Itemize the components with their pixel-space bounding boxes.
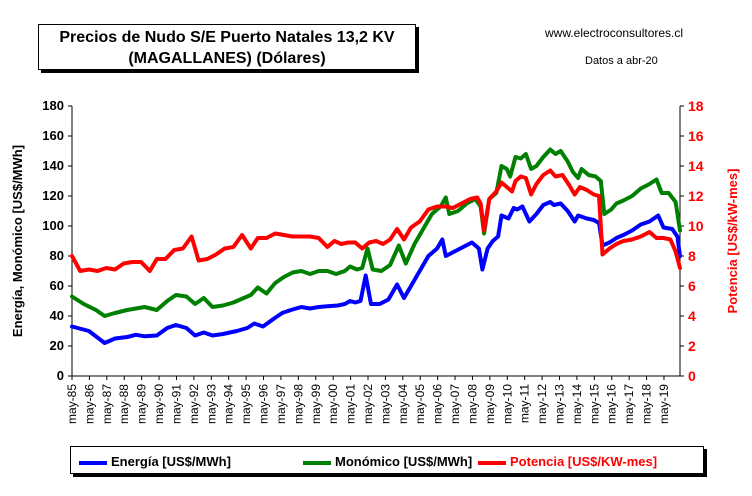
y-right-tick-label: 18 bbox=[688, 98, 704, 114]
x-tick-label: may-88 bbox=[117, 384, 131, 424]
legend-swatch-energia bbox=[79, 461, 107, 465]
y-left-tick-label: 100 bbox=[42, 218, 64, 233]
x-tick-label: may-89 bbox=[135, 384, 149, 424]
x-tick-label: may-15 bbox=[587, 384, 601, 424]
y-right-tick-label: 10 bbox=[688, 218, 704, 234]
series-line-potencia bbox=[70, 168, 682, 273]
legend-label-potencia: Potencia [US$/KW-mes] bbox=[510, 454, 658, 469]
legend-swatch-potencia bbox=[478, 461, 506, 465]
x-tick-label: may-92 bbox=[187, 384, 201, 424]
legend-label-energia: Energía [US$/MWh] bbox=[111, 454, 231, 469]
x-tick-label: may-05 bbox=[413, 384, 427, 424]
x-tick-label: may-17 bbox=[622, 384, 636, 424]
chart-title-box: Precios de Nudo S/E Puerto Natales 13,2 … bbox=[38, 24, 416, 70]
x-tick-label: may-95 bbox=[239, 384, 253, 424]
x-tick-label: may-18 bbox=[640, 384, 654, 424]
y-left-tick-label: 60 bbox=[50, 278, 64, 293]
series-line-monomico bbox=[70, 147, 682, 318]
x-tick-label: may-06 bbox=[431, 384, 445, 424]
x-tick-label: may-02 bbox=[361, 384, 375, 424]
chart-title-line2: (MAGALLANES) (Dólares) bbox=[128, 50, 326, 67]
y-axis-left-title: Energía, Monómico [US$/MWh] bbox=[10, 145, 25, 337]
y-right-tick-label: 0 bbox=[688, 368, 696, 384]
x-tick-label: may-11 bbox=[518, 384, 532, 423]
y-left-tick-label: 20 bbox=[50, 338, 64, 353]
y-right-tick-label: 14 bbox=[688, 158, 704, 174]
x-tick-label: may-03 bbox=[378, 384, 392, 424]
x-tick-label: may-98 bbox=[291, 384, 305, 424]
y-right-tick-label: 6 bbox=[688, 278, 696, 294]
x-tick-label: may-13 bbox=[553, 384, 567, 424]
series-line-energia bbox=[70, 200, 682, 345]
y-right-tick-label: 4 bbox=[688, 308, 696, 324]
y-right-tick-label: 2 bbox=[688, 338, 696, 354]
x-tick-label: may-00 bbox=[326, 384, 340, 424]
dates-note: Datos a abr-20 bbox=[585, 55, 658, 67]
x-tick-label: may-91 bbox=[169, 384, 183, 424]
x-tick-label: may-01 bbox=[344, 384, 358, 424]
x-tick-label: may-97 bbox=[274, 384, 288, 424]
x-tick-label: may-86 bbox=[82, 384, 96, 424]
x-tick-label: may-87 bbox=[100, 384, 114, 424]
y-left-tick-label: 40 bbox=[50, 308, 64, 323]
chart-title-line1: Precios de Nudo S/E Puerto Natales 13,2 … bbox=[59, 29, 395, 46]
source-url: www.electroconsultores.cl bbox=[545, 26, 684, 40]
x-tick-label: may-14 bbox=[570, 384, 584, 424]
x-tick-label: may-85 bbox=[65, 384, 79, 424]
x-tick-label: may-93 bbox=[204, 384, 218, 424]
x-tick-label: may-12 bbox=[535, 384, 549, 424]
y-axis-right-title: Potencia [US$/kW-mes] bbox=[725, 169, 740, 314]
x-tick-label: may-99 bbox=[309, 384, 323, 424]
y-right-tick-label: 12 bbox=[688, 188, 704, 204]
legend: Energía [US$/MWh] Monómico [US$/MWh] Pot… bbox=[70, 446, 704, 474]
y-right-tick-label: 16 bbox=[688, 128, 704, 144]
y-left-tick-label: 0 bbox=[57, 368, 64, 383]
y-left-tick-label: 160 bbox=[42, 128, 64, 143]
y-left-tick-label: 180 bbox=[42, 98, 64, 113]
x-tick-label: may-94 bbox=[222, 384, 236, 424]
x-tick-label: may-08 bbox=[465, 384, 479, 424]
legend-swatch-monomico bbox=[303, 461, 331, 465]
x-tick-label: may-19 bbox=[657, 384, 671, 424]
y-left-tick-label: 140 bbox=[42, 158, 64, 173]
x-tick-label: may-09 bbox=[483, 384, 497, 424]
x-tick-label: may-07 bbox=[448, 384, 462, 424]
y-right-tick-label: 8 bbox=[688, 248, 696, 264]
x-tick-label: may-16 bbox=[605, 384, 619, 424]
y-left-tick-label: 80 bbox=[50, 248, 64, 263]
y-left-tick-label: 120 bbox=[42, 188, 64, 203]
x-tick-label: may-10 bbox=[500, 384, 514, 424]
x-tick-label: may-90 bbox=[152, 384, 166, 424]
x-tick-label: may-04 bbox=[396, 384, 410, 424]
x-tick-label: may-96 bbox=[257, 384, 271, 424]
legend-label-monomico: Monómico [US$/MWh] bbox=[335, 454, 473, 469]
